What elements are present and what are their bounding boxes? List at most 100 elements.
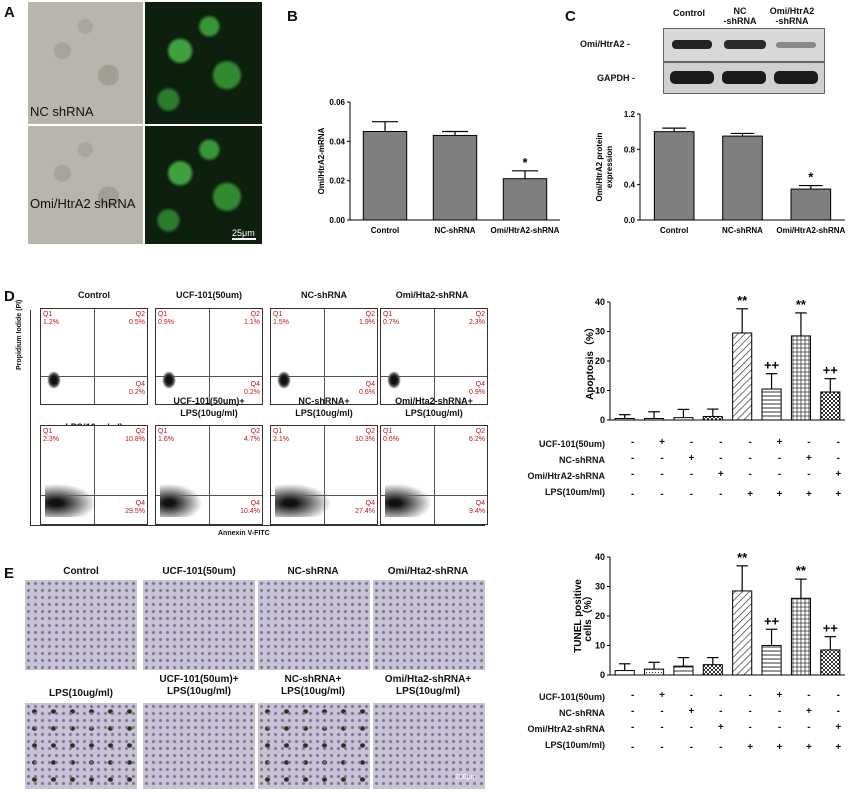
matrix-sign: - xyxy=(777,706,782,717)
category-label: Omi/HtrA2-shRNA xyxy=(491,226,560,235)
flow-title-nc: NC-shRNA xyxy=(301,290,347,300)
matrix-sign: - xyxy=(807,469,811,480)
matrix-sign: + xyxy=(835,722,842,733)
matrix-sign: + xyxy=(717,469,724,480)
matrix-sign: + xyxy=(747,742,754,753)
matrix-sign: - xyxy=(660,742,664,753)
y-tick-label: 1.2 xyxy=(624,110,636,119)
flow-cluster xyxy=(387,371,401,389)
matrix-sign: - xyxy=(689,489,694,500)
bar xyxy=(644,668,665,676)
y-axis-label: Omi/HtrA2-mRNA xyxy=(317,127,326,194)
flow-cluster xyxy=(160,482,205,517)
bar xyxy=(722,135,763,221)
flow-cluster xyxy=(162,371,176,389)
flow-plot-ucf-lps: Q1 1.6% Q2 4.7% Q4 10.4% xyxy=(155,425,263,525)
matrix-sign: + xyxy=(717,722,724,733)
matrix-sign: - xyxy=(719,453,723,464)
matrix-sign: + xyxy=(776,690,783,701)
ihc-title-omi: Omi/Hta2-shRNA xyxy=(387,566,469,577)
significance-mark: ** xyxy=(796,563,807,578)
matrix-sign: + xyxy=(835,742,842,753)
matrix-row-label: LPS(10um/ml) xyxy=(544,740,605,750)
ihc-title-omi-lps: Omi/Hta2-shRNA+ LPS(10ug/ml) xyxy=(384,674,472,697)
band-omi xyxy=(776,42,816,48)
bar xyxy=(702,664,723,676)
category-label: NC-shRNA xyxy=(722,226,763,235)
matrix-sign: + xyxy=(659,437,665,448)
matrix-sign: - xyxy=(660,722,664,733)
category-label: NC-shRNA xyxy=(435,226,476,235)
micrograph-nc-fluorescence xyxy=(145,2,262,124)
matrix-sign: - xyxy=(631,453,635,464)
matrix-sign: + xyxy=(776,742,783,753)
matrix-sign: - xyxy=(689,469,694,480)
y-axis-label: Apoptosis（%） xyxy=(583,322,596,400)
matrix-sign: - xyxy=(836,690,840,701)
flow-plot-control: Q1 1.2% Q2 0.5% Q4 0.2% xyxy=(40,308,148,405)
matrix-sign: - xyxy=(719,690,723,701)
significance-mark: * xyxy=(522,155,528,170)
ihc-image-lps xyxy=(25,703,137,789)
treatment-matrix-d: UCF-101(50um) - + - - - + - - NC-shRNA - - + - - - + - Omi… xyxy=(480,435,850,525)
flow-plot-omi: Q1 0.7% Q2 2.3% Q4 0.9% xyxy=(380,308,488,405)
matrix-sign: - xyxy=(689,437,694,448)
bar xyxy=(432,134,478,221)
matrix-sign: - xyxy=(836,706,840,717)
matrix-sign: - xyxy=(660,706,664,717)
y-tick-label: 30 xyxy=(595,327,605,337)
y-tick-label: 0.4 xyxy=(624,181,636,190)
matrix-sign: - xyxy=(748,469,752,480)
bar xyxy=(673,417,694,421)
bar xyxy=(761,388,782,421)
micrograph-omi-fluorescence xyxy=(145,126,262,244)
ihc-image-nc-lps xyxy=(258,703,370,789)
ihc-title-ucf-lps: UCF-101(50um)+ LPS(10ug/ml) xyxy=(159,674,239,697)
micrograph-omi-bright xyxy=(28,126,143,244)
bar xyxy=(761,645,782,676)
y-tick-label: 40 xyxy=(595,552,605,562)
y-tick-label: 0.00 xyxy=(329,216,345,225)
y-tick-label: 0.06 xyxy=(329,98,345,107)
matrix-sign: - xyxy=(777,722,782,733)
matrix-sign: - xyxy=(719,437,723,448)
bar xyxy=(502,178,548,221)
category-label: Control xyxy=(371,226,399,235)
matrix-sign: + xyxy=(688,706,695,717)
panel-label-c: C xyxy=(565,8,576,25)
matrix-sign: - xyxy=(836,453,840,464)
matrix-sign: - xyxy=(748,453,752,464)
chart-b: 0.00 0.02 0.04 0.06 Control NC-shRNA * Omi/HtrA… xyxy=(317,98,560,235)
flow-cytometry-panel: Propidium Iodide (PI) Annexin V-FITC Con… xyxy=(16,290,488,545)
matrix-sign: - xyxy=(719,742,723,753)
bar xyxy=(820,391,841,421)
matrix-sign: - xyxy=(807,690,811,701)
y-tick-label: 0 xyxy=(600,670,605,680)
chart-d: 0 10 20 30 40 ** ++ ** ++ Apoptosis（%） xyxy=(583,293,845,425)
band-control xyxy=(672,40,712,49)
flow-title-omi: Omi/Hta2-shRNA xyxy=(395,290,469,300)
matrix-sign: + xyxy=(835,469,842,480)
bar xyxy=(820,649,841,676)
matrix-row-label: Omi/HtrA2-shRNA xyxy=(527,724,605,734)
ihc-image-nc xyxy=(258,580,370,670)
matrix-sign: + xyxy=(806,742,812,753)
y-tick-label: 20 xyxy=(595,356,605,366)
panel-label-a: A xyxy=(4,4,15,21)
flow-plot-lps: Q1 2.3% Q2 10.8% Q4 29.5% xyxy=(40,425,148,525)
significance-mark: ** xyxy=(737,550,748,565)
ihc-image-ucf-lps xyxy=(143,703,255,789)
y-axis-label: Omi/HtrA2 protein xyxy=(595,132,604,201)
significance-mark: ++ xyxy=(823,363,839,378)
flow-xlabel: Annexin V-FITC xyxy=(218,530,270,537)
flow-cluster xyxy=(47,371,61,389)
matrix-sign: + xyxy=(776,489,783,500)
significance-mark: ** xyxy=(737,293,748,308)
y-tick-label: 0.8 xyxy=(624,145,636,154)
matrix-row-label: Omi/HtrA2-shRNA xyxy=(527,471,605,481)
bar xyxy=(644,418,665,421)
category-label: Control xyxy=(660,226,688,235)
blot-lane-omi: Omi/HtrA2 -shRNA xyxy=(769,6,815,26)
matrix-sign: - xyxy=(631,690,635,701)
panel-label-b: B xyxy=(287,8,298,25)
